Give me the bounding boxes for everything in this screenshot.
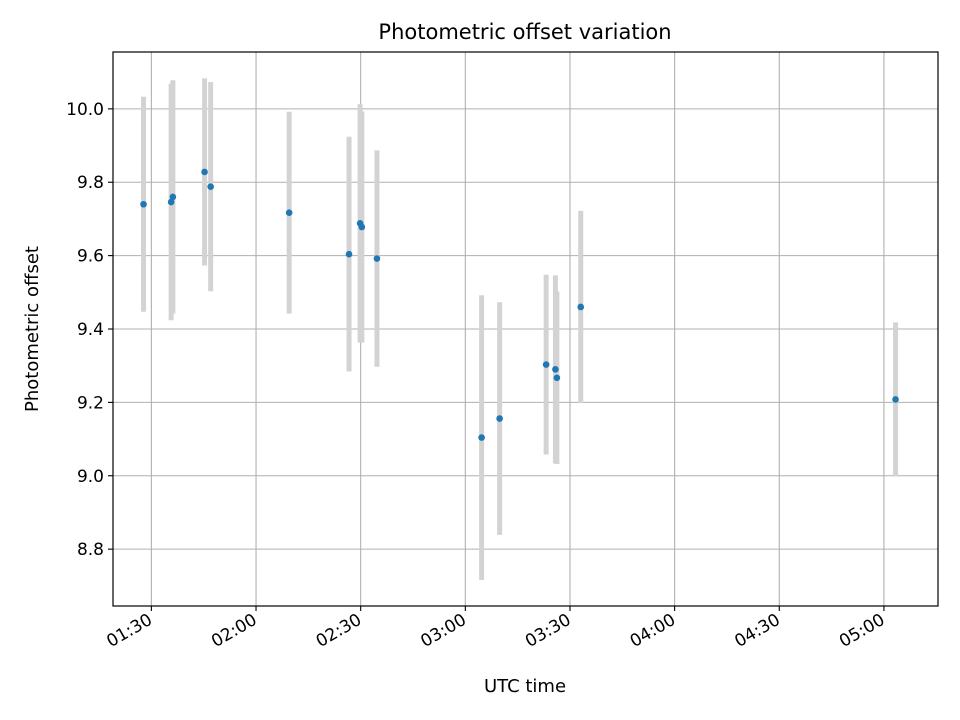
data-point [167, 198, 175, 206]
y-tick-label: 9.2 [77, 393, 104, 413]
y-tick-label: 9.8 [77, 173, 104, 193]
data-point [373, 255, 381, 262]
chart-title: Photometric offset variation [378, 20, 671, 44]
data-point [285, 209, 293, 216]
y-tick-label: 9.0 [77, 467, 104, 487]
data-point [201, 168, 208, 176]
data-point [169, 193, 177, 201]
data-point [207, 183, 214, 190]
data-point [140, 200, 147, 208]
y-tick-label: 9.4 [77, 320, 104, 340]
data-point [577, 303, 585, 311]
x-axis-label: UTC time [484, 676, 566, 697]
data-point [358, 223, 366, 231]
y-tick-label: 10.0 [66, 100, 104, 120]
data-point [478, 434, 485, 441]
data-point [542, 361, 550, 368]
data-point [552, 366, 559, 373]
data-point [496, 415, 503, 422]
y-axis-label: Photometric offset [22, 246, 43, 412]
y-tick-label: 9.6 [77, 247, 104, 267]
data-points [140, 168, 899, 441]
data-point [892, 396, 899, 403]
data-point [345, 250, 353, 258]
y-tick-label: 8.8 [77, 540, 104, 560]
data-point [553, 374, 561, 382]
